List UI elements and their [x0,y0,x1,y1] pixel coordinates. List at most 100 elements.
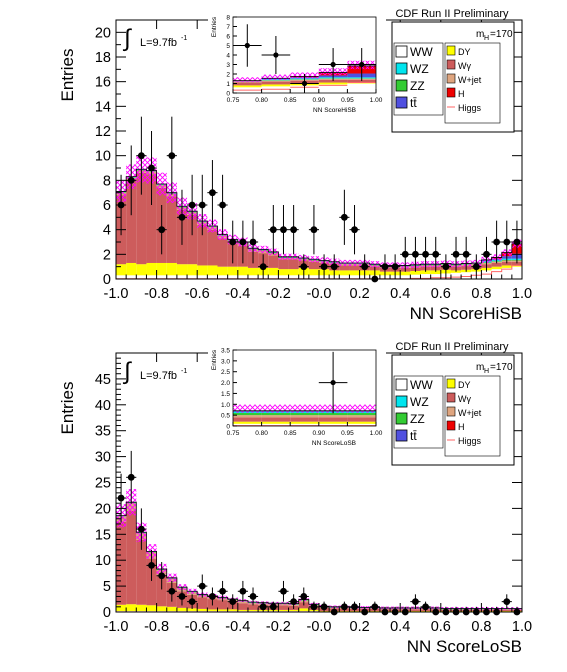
inset-y-tick-label: 8 [226,15,230,22]
stack-bar [461,272,471,279]
x-tick-label: 0.2 [350,286,370,302]
data-point [402,251,409,258]
inset-x-tick-label: 0.85 [284,430,297,437]
legend-label: ZZ [410,79,425,93]
inset-x-tick-label: 0.80 [255,430,268,437]
stack-bar [146,605,156,611]
data-point [158,572,165,579]
y-tick-label: 0 [103,272,111,288]
stack-bar [492,263,502,267]
legend-swatch [447,60,455,69]
stack-bar [167,263,177,275]
inset-stack-bar [262,422,291,424]
data-point [514,239,521,246]
y-axis-title: Entries [58,49,77,102]
legend-label: tt̄ [410,96,417,110]
stack-bar [126,604,136,611]
data-point [280,588,287,595]
data-point [148,562,155,569]
inset-y-tick-label: 0 [226,91,230,98]
data-point [300,593,307,600]
inset-band [233,77,262,82]
inset-y-tick-label: 0 [226,424,230,431]
stack-bar [400,272,410,276]
data-point [473,263,480,270]
stack-bar [289,610,299,611]
stack-bar [126,511,136,604]
inset-stack-bar [319,422,348,424]
inset-x-tick-label: 0.90 [312,430,325,437]
inset-stack-bar [262,413,291,415]
stack-bar [177,264,187,275]
inset-x-axis-title: NN ScoreHiSB [313,107,356,114]
data-point [250,593,257,600]
stack-bar [238,610,248,611]
stack-bar [502,265,512,267]
x-tick-label: 0.8 [471,619,491,635]
y-tick-label: 6 [103,198,111,214]
inset-y-tick-label: 3.5 [221,348,230,355]
x-tick-label: 0.4 [390,286,410,302]
inset-stack-bar [233,422,262,424]
y-axis-title: Entries [58,382,77,435]
data-point [361,263,368,270]
stack-bar [339,265,349,270]
x-tick-label: -0.2 [266,286,291,302]
legend-swatch [396,413,407,424]
data-point [300,263,307,270]
legend-swatch [396,63,407,74]
y-tick-label: 40 [95,398,111,414]
legend-label: WZ [410,395,429,409]
stack-bar [278,610,288,611]
lumi-superscript: -1 [181,35,187,42]
y-tick-label: 5 [103,579,111,595]
inset-stack-bar [347,413,376,415]
data-point [422,603,429,610]
inset-stack-bar [233,415,262,417]
x-axis-title: NN ScoreHiSB [410,304,522,323]
inset-stack-bar [290,417,319,421]
stack-bar [136,264,146,275]
y-tick-label: 0 [103,605,111,621]
legend-label: Higgs [458,103,482,113]
inset-stack-bar [233,413,262,415]
inset-x-tick-label: 0.95 [341,430,354,437]
stack-bar [278,259,288,269]
banner-label: CDF Run II Preliminary [395,8,509,20]
integral-symbol: ∫ [122,358,132,385]
stack-bar [207,265,217,275]
stack-bar [116,605,126,611]
y-tick-label: 18 [95,50,111,66]
data-point [239,588,246,595]
inset-x-tick-label: 1.00 [370,97,383,104]
legend-swatch [396,430,407,441]
stack-bar [167,607,177,611]
legend-swatch [396,97,407,108]
legend-label: W+jet [458,408,482,418]
inset-y-tick-label: 1.0 [221,402,230,409]
data-point [280,226,287,233]
x-tick-label: 0.6 [431,619,451,635]
stack-bar [177,608,187,611]
data-point [371,603,378,610]
data-point [229,239,236,246]
data-point [493,239,500,246]
data-point [219,202,226,209]
inset-x-tick-label: 0.95 [341,97,354,104]
stack-bar [218,238,228,266]
inset-data-point [331,380,336,385]
data-point [168,588,175,595]
stack-bar [278,269,288,275]
legend-label: WW [410,45,433,59]
y-tick-label: 8 [103,173,111,189]
stack-bar [492,269,502,279]
stack-bar [146,263,156,275]
inset-x-tick-label: 0.75 [227,97,240,104]
stack-bar [309,262,319,269]
data-point [351,603,358,610]
data-point [199,202,206,209]
stack-bar [492,267,502,269]
legend-swatch [396,46,407,57]
